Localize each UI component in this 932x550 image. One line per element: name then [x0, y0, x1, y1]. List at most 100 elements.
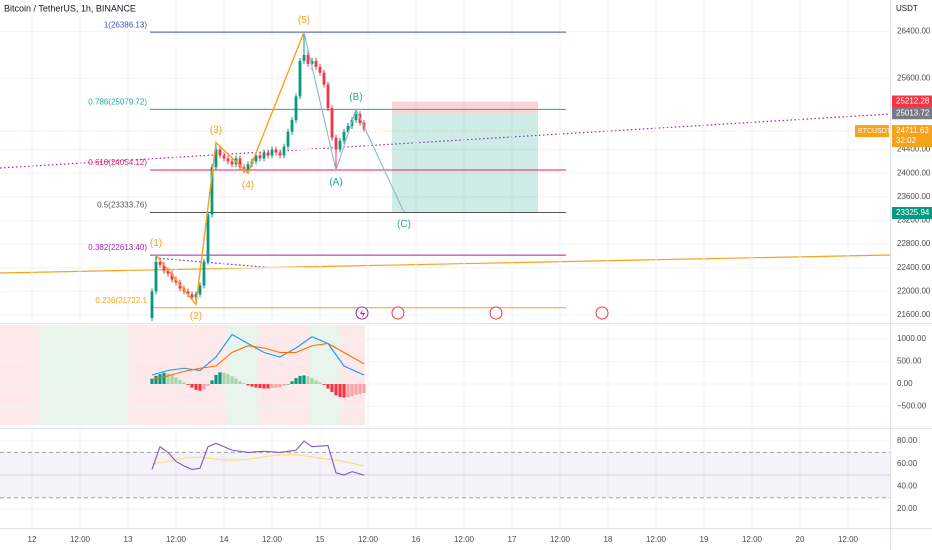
y-tick-label: 24400.00 — [897, 145, 931, 154]
candle-body — [238, 158, 242, 168]
fib-label: 0.236(21722.1 — [95, 296, 147, 305]
y-tick-label: 23600.00 — [897, 192, 931, 201]
candle-body — [354, 114, 358, 120]
histogram-bar — [178, 379, 182, 385]
candle-body — [174, 279, 178, 283]
histogram-bar — [222, 372, 226, 385]
candle-body — [194, 294, 198, 298]
wave-label: (3) — [210, 125, 222, 136]
macd-line — [151, 333, 365, 376]
candle-body — [170, 273, 174, 280]
y-tick-label: 26400.00 — [897, 26, 931, 35]
histogram-bar — [302, 375, 306, 385]
price-tag-label: 24711.63 — [896, 126, 929, 135]
event-icon[interactable] — [489, 306, 503, 320]
histogram-bar — [286, 384, 290, 385]
histogram-bar — [270, 384, 274, 389]
candle-body — [210, 167, 214, 215]
candle-body — [258, 155, 262, 159]
candle-body — [158, 261, 162, 265]
histogram-bar — [342, 384, 346, 398]
histogram-bar — [354, 384, 358, 395]
event-icon[interactable] — [391, 306, 405, 320]
chart-title: Bitcoin / TetherUS, 1h, BINANCE — [4, 3, 136, 13]
candle-body — [282, 146, 286, 156]
price-tag — [892, 95, 932, 108]
bg-zone — [40, 325, 128, 425]
histogram-bar — [310, 378, 314, 385]
event-icon[interactable] — [595, 306, 609, 320]
price-tag-label: 25013.72 — [896, 108, 930, 117]
x-tick-label: 12:00 — [70, 535, 91, 544]
candle-body — [314, 60, 318, 67]
histogram-bar — [306, 376, 310, 385]
candle-body — [186, 291, 190, 295]
histogram-bar — [214, 375, 218, 385]
candle-body — [150, 291, 154, 318]
fib-label: 0.5(23333.76) — [97, 201, 147, 210]
candle-body — [318, 66, 322, 73]
histogram-bar — [218, 372, 222, 385]
histogram-bar — [346, 384, 350, 398]
candle-body — [310, 60, 314, 64]
bg-zone — [128, 325, 228, 425]
histogram-bar — [330, 384, 334, 393]
candle-body — [346, 125, 350, 132]
bg-zone — [310, 325, 340, 425]
x-tick-label: 12:00 — [358, 535, 379, 544]
candle-body — [290, 119, 294, 132]
x-tick-label: 19 — [700, 535, 709, 544]
histogram-bar — [258, 384, 262, 389]
histogram-bar — [154, 375, 158, 385]
bg-zone — [228, 325, 258, 425]
fib-label: 0.786(25079.72) — [88, 97, 147, 106]
price-tag — [892, 107, 932, 120]
macd-background — [0, 325, 365, 425]
y-tick-label: 1000.00 — [897, 334, 926, 343]
wave-label: (2) — [190, 311, 202, 322]
bg-zone — [340, 325, 365, 425]
histogram-bar — [266, 384, 270, 389]
currency-label: USDT — [896, 4, 918, 13]
histogram-bar — [246, 384, 250, 386]
trend-line — [0, 254, 891, 274]
x-tick-label: 18 — [604, 535, 613, 544]
countdown: 32:02 — [896, 136, 917, 145]
wave-label: (C) — [397, 219, 411, 230]
histogram-bar — [158, 374, 162, 385]
histogram-bar — [150, 378, 154, 385]
histogram-bar — [226, 374, 230, 385]
x-tick-label: 12:00 — [550, 535, 571, 544]
x-tick-label: 12:00 — [454, 535, 475, 544]
wave-label: (4) — [242, 180, 254, 191]
histogram-bar — [298, 375, 302, 385]
histogram-bar — [278, 384, 282, 388]
wave-label: (B) — [349, 92, 362, 103]
histogram-bar — [198, 384, 202, 391]
candle-body — [338, 140, 342, 150]
histogram-bar — [202, 384, 206, 390]
y-tick-label: 22000.00 — [897, 286, 931, 295]
histogram-bar — [162, 372, 166, 385]
y-tick-label: 25600.00 — [897, 74, 931, 83]
histogram-bar — [210, 380, 214, 385]
histogram-bar — [190, 384, 194, 388]
y-tick-label: 22400.00 — [897, 263, 931, 272]
impulse-wave — [155, 31, 305, 307]
y-tick-label: 40.00 — [897, 481, 918, 490]
x-tick-label: 13 — [124, 535, 133, 544]
fib-label: 0.618(24054.12) — [88, 158, 147, 167]
candle-body — [226, 158, 230, 162]
y-tick-label: 80.00 — [897, 436, 918, 445]
x-tick-label: 12:00 — [838, 535, 859, 544]
candle-body — [326, 84, 330, 109]
histogram-bar — [262, 384, 266, 389]
histogram-bar — [186, 384, 190, 385]
rsi-band — [0, 452, 890, 498]
bg-zone — [0, 325, 40, 425]
fib-label: 0.382(22613.40) — [88, 243, 147, 252]
candle-body — [330, 108, 334, 138]
y-tick-label: 22800.00 — [897, 239, 931, 248]
histogram-bar — [238, 381, 242, 385]
